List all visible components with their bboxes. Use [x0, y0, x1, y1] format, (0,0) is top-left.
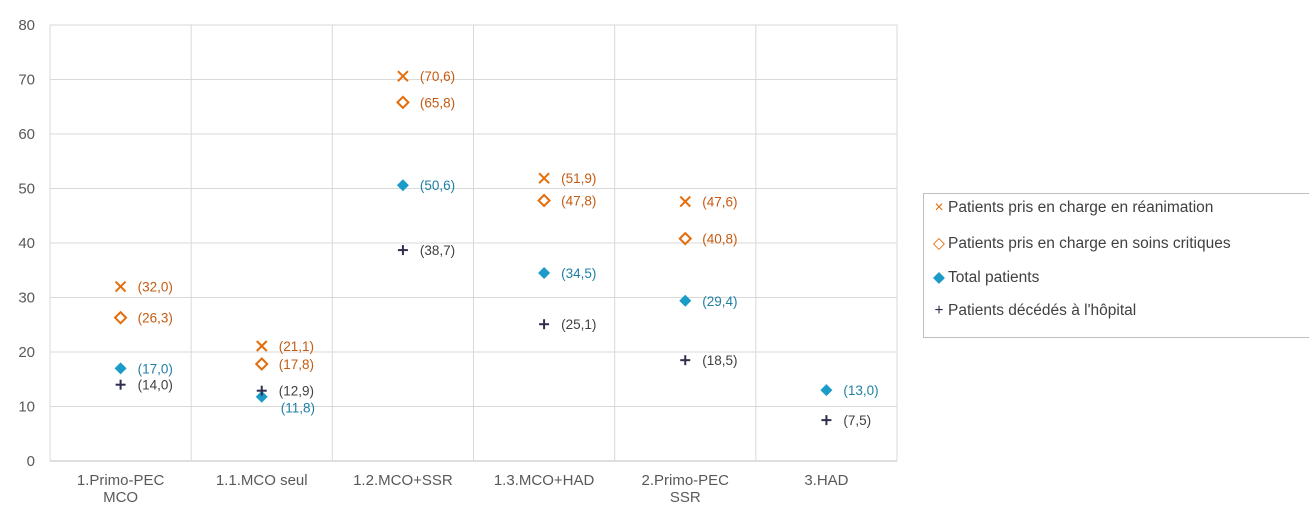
- data-point-diamond-open: [254, 357, 269, 371]
- data-label: (12,9): [279, 384, 314, 399]
- data-point-plus: [115, 379, 126, 390]
- legend-item-reanimation: × Patients pris en charge en réanimation: [931, 199, 1213, 217]
- data-point-diamond-open: [396, 95, 410, 110]
- legend-label: Total patients: [948, 269, 1040, 286]
- data-point-diamond: [396, 179, 409, 192]
- data-label: (14,0): [138, 378, 173, 393]
- data-point-plus: [680, 355, 691, 366]
- data-label: (26,3): [138, 311, 173, 326]
- y-tick-label: 80: [18, 17, 35, 34]
- data-label: (11,8): [281, 401, 315, 416]
- plus-marker-icon: +: [934, 302, 944, 319]
- legend-item-soins-critiques: ◇ Patients pris en charge en soins critiq…: [931, 234, 1231, 253]
- legend: × Patients pris en charge en réanimation …: [923, 193, 1309, 338]
- data-point-x: [256, 340, 268, 352]
- data-point-x: [679, 195, 691, 208]
- data-point-plus: [397, 245, 408, 256]
- x-tick-label: 1.3.MCO+HAD: [494, 472, 595, 489]
- data-label: (13,0): [843, 383, 878, 398]
- y-tick-label: 10: [18, 399, 35, 416]
- data-label: (47,6): [702, 195, 737, 210]
- data-point-diamond-open: [113, 310, 128, 325]
- data-label: (21,1): [279, 339, 314, 354]
- data-point-diamond-open: [537, 193, 551, 208]
- x-tick-label: MCO: [103, 489, 138, 506]
- y-tick-label: 70: [18, 72, 35, 89]
- x-tick-label: 2.Primo-PEC: [641, 472, 729, 489]
- y-tick-label: 30: [18, 290, 35, 307]
- data-label: (32,0): [138, 280, 173, 295]
- legend-label: Patients décédés à l'hôpital: [948, 302, 1137, 319]
- open-diamond-marker-icon: ◇: [933, 235, 945, 252]
- y-tick-label: 0: [27, 453, 35, 470]
- series-marks: (32,0) (21,1) (70,6) (51,9) (47,6) (26,3) (17,…: [113, 69, 879, 428]
- y-tick-label: 40: [18, 235, 35, 252]
- legend-label: Patients pris en charge en soins critiqu…: [948, 235, 1231, 252]
- data-point-diamond-open: [678, 231, 693, 246]
- diamond-marker-icon: ◆: [933, 269, 945, 286]
- data-point-diamond: [255, 390, 268, 403]
- data-point-diamond: [820, 384, 833, 397]
- data-label: (25,1): [561, 317, 596, 332]
- data-point-diamond: [679, 294, 692, 307]
- data-label: (17,0): [138, 361, 173, 376]
- legend-label: Patients pris en charge en réanimation: [948, 199, 1214, 216]
- x-tick-label: 1.Primo-PEC: [77, 472, 165, 489]
- data-label: (50,6): [420, 178, 455, 193]
- data-point-diamond: [538, 266, 551, 279]
- legend-item-total-patients: ◆ Total patients: [931, 268, 1039, 287]
- data-point-x: [538, 172, 550, 184]
- data-point-plus: [821, 415, 832, 426]
- y-tick-label: 60: [18, 126, 35, 143]
- data-label: (7,5): [843, 413, 871, 428]
- x-tick-label: 1.1.MCO seul: [216, 472, 308, 489]
- data-point-diamond: [114, 362, 127, 375]
- y-axis-ticks: 0 10 20 30 40 50 60 70 80: [18, 17, 35, 470]
- y-tick-label: 20: [18, 344, 35, 361]
- data-point-plus: [256, 385, 267, 396]
- data-label: (34,5): [561, 266, 596, 281]
- data-point-x: [114, 280, 127, 293]
- x-marker-icon: ×: [934, 199, 944, 216]
- data-label: (40,8): [702, 232, 737, 247]
- legend-item-deces: + Patients décédés à l'hôpital: [931, 302, 1136, 320]
- x-tick-label: 1.2.MCO+SSR: [353, 472, 453, 489]
- gridlines: [49, 24, 898, 462]
- data-label: (70,6): [420, 69, 455, 84]
- data-label: (29,4): [702, 294, 737, 309]
- data-point-plus: [539, 319, 550, 330]
- data-point-x: [397, 70, 409, 82]
- data-label: (18,5): [702, 353, 737, 368]
- data-label: (47,8): [561, 193, 596, 208]
- y-tick-label: 50: [18, 181, 35, 198]
- data-label: (51,9): [561, 171, 596, 186]
- data-label: (17,8): [279, 357, 314, 372]
- data-label: (38,7): [420, 243, 455, 258]
- x-tick-label: 3.HAD: [804, 472, 848, 489]
- x-tick-label: SSR: [670, 489, 701, 506]
- data-label: (65,8): [420, 95, 455, 110]
